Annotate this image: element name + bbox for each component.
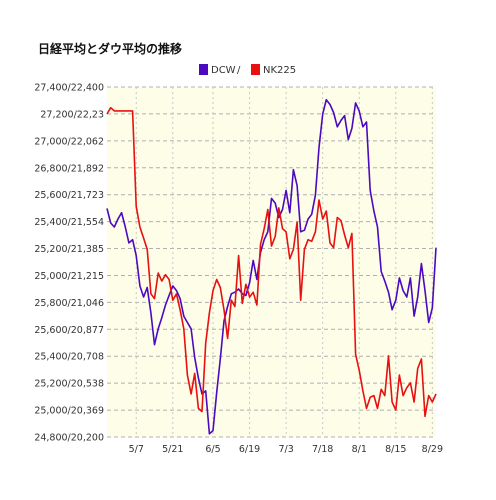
x-tick-label: 8/15 [385, 444, 406, 455]
y-axis: 27,400/22,400 27,200/22,23 27,000/22,062 26… [34, 83, 104, 444]
y-tick-label: 27,000/22,062 [34, 136, 104, 147]
plot-area [107, 87, 436, 437]
series-line-nk225 [106, 106, 437, 418]
series-line-dcw [106, 98, 437, 435]
x-tick-label: 8/1 [352, 444, 367, 455]
x-tick-label: 8/29 [422, 444, 443, 455]
x-tick-label: 5/21 [162, 444, 183, 455]
y-tick-label: 25,400/21,554 [34, 217, 104, 228]
legend-swatch-nk225 [251, 64, 260, 75]
legend: DCW / NK225 [199, 64, 296, 76]
y-tick-label: 27,400/22,400 [34, 83, 104, 94]
y-tick-label: 25,600/21,723 [34, 190, 104, 201]
x-tick-label: 7/18 [312, 444, 333, 455]
y-tick-label: 25,000/20,369 [34, 406, 104, 417]
x-tick-label: 6/5 [205, 444, 220, 455]
legend-separator: / [237, 65, 241, 76]
y-tick-label: 24,800/20,200 [34, 433, 104, 444]
y-tick-label: 25,600/20,877 [34, 325, 104, 336]
x-axis: 5/7 5/21 6/5 6/19 7/3 7/18 8/1 8/15 8/29 [129, 444, 443, 455]
legend-swatch-dcw [199, 64, 208, 75]
y-tick-label: 25,000/21,215 [34, 271, 104, 282]
y-tick-label: 27,200/22,23 [40, 109, 104, 120]
legend-label-dcw: DCW [211, 65, 236, 76]
series-lines [106, 98, 437, 435]
x-tick-label: 5/7 [129, 444, 144, 455]
y-tick-label: 26,800/21,892 [34, 163, 104, 174]
x-tick-label: 6/19 [239, 444, 260, 455]
y-tick-label: 25,200/20,538 [34, 379, 104, 390]
legend-label-nk225: NK225 [263, 65, 296, 76]
chart-title: 日経平均とダウ平均の推移 [38, 42, 183, 56]
y-tick-label: 25,200/21,385 [34, 244, 104, 255]
y-tick-label: 25,400/20,708 [34, 352, 104, 363]
x-tick-label: 7/3 [278, 444, 293, 455]
y-tick-label: 25,800/21,046 [34, 298, 104, 309]
